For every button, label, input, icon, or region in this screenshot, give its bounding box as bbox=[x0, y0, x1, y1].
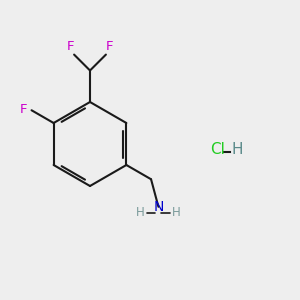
Text: F: F bbox=[106, 40, 113, 53]
Text: H: H bbox=[136, 206, 145, 219]
Text: Cl: Cl bbox=[210, 142, 225, 158]
Text: H: H bbox=[232, 142, 243, 158]
Text: F: F bbox=[20, 103, 28, 116]
Text: F: F bbox=[67, 40, 74, 53]
Text: H: H bbox=[172, 206, 181, 219]
Text: N: N bbox=[153, 200, 164, 214]
